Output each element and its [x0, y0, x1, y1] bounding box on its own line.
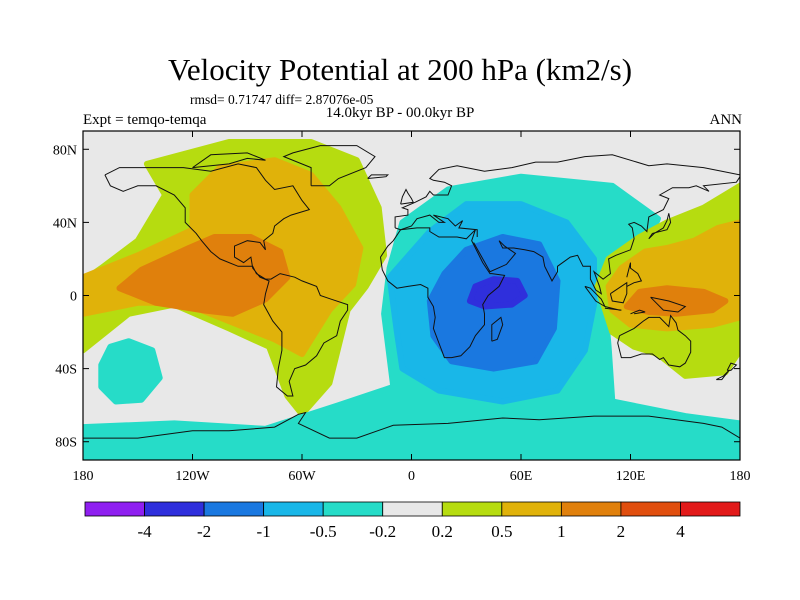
region-caribbean-maximum	[116, 234, 291, 317]
colorbar-swatch	[144, 501, 205, 517]
coastlines	[83, 145, 740, 439]
colorbar-swatch	[501, 501, 562, 517]
lon-tick-label: 120E	[616, 469, 646, 484]
lon-tick-label: 60W	[288, 469, 316, 484]
coastline-segment	[609, 281, 628, 304]
stats-text: rmsd= 0.71747 diff= 2.87076e-05	[190, 92, 374, 107]
colorbar-label: 4	[676, 522, 685, 541]
colorbar-label: -0.2	[369, 522, 396, 541]
contour-fields	[83, 131, 740, 460]
lon-tick-label: 60E	[510, 469, 533, 484]
coastline-segment	[192, 152, 266, 169]
coastline-segment	[650, 296, 687, 313]
lat-tick-label: 80N	[53, 143, 77, 158]
colorbar-label: -2	[197, 522, 211, 541]
coastline-segment	[648, 213, 672, 240]
lon-tick-label: 180	[730, 469, 751, 484]
season-label: ANN	[709, 112, 743, 128]
region-maritime-continent-maximum	[623, 285, 729, 317]
coastline-segment	[83, 411, 740, 439]
coastline-segment	[394, 154, 740, 228]
colorbar-label: -0.5	[310, 522, 337, 541]
coastline-segment	[104, 163, 349, 397]
coastline-segment	[716, 370, 730, 381]
colorbar-label: -4	[137, 522, 152, 541]
coastline-segment	[400, 188, 415, 205]
lon-tick-label: 0	[408, 469, 415, 484]
colorbar-swatch	[560, 501, 622, 517]
coastline-segment	[617, 314, 692, 368]
lat-tick-label: 80S	[55, 436, 77, 451]
colorbar-swatch	[84, 501, 145, 517]
plot-subtitle: 14.0kyr BP - 00.0kyr BP	[325, 105, 475, 121]
colorbar-swatch	[263, 501, 324, 517]
colorbar-label: 1	[557, 522, 566, 541]
coastline-segment	[473, 176, 740, 295]
coastline-segment	[630, 309, 646, 315]
coastline-segment	[626, 262, 643, 287]
colorbar-swatch	[620, 501, 681, 517]
lon-tick-label: 180	[73, 469, 94, 484]
colorbar-swatch	[203, 501, 265, 517]
colorbar-label: 0.2	[432, 522, 453, 541]
colorbar-label: 0.5	[491, 522, 512, 541]
axis-ticks: 180 120W 60W 0 60E 120E 180 80N 40N 0 40S 80S	[53, 131, 751, 484]
coastline-segment	[282, 145, 376, 187]
coastline-segment	[380, 227, 506, 359]
region-arabian-sea-minimum	[466, 276, 528, 310]
lat-tick-label: 40S	[55, 363, 77, 378]
colorbar-label: 2	[617, 522, 626, 541]
lon-tick-label: 120W	[175, 469, 210, 484]
colorbar-swatch	[680, 501, 741, 517]
experiment-label: Expt = temqo-temqa	[83, 112, 207, 128]
colorbar-swatch	[441, 501, 503, 517]
coastline-segment	[491, 316, 504, 342]
lat-tick-label: 40N	[53, 216, 77, 231]
coastline-segment	[394, 214, 478, 237]
lat-tick-label: 0	[70, 290, 77, 305]
colorbar-swatch	[382, 501, 443, 517]
region-south-pacific-negative	[98, 338, 163, 405]
plot-title: Velocity Potential at 200 hPa (km2/s)	[167, 52, 633, 87]
colorbar: -4 -2 -1 -0.5 -0.2 0.2 0.5 1 2 4	[84, 501, 741, 541]
colorbar-label: -1	[257, 522, 271, 541]
coastline-segment	[584, 285, 607, 308]
colorbar-swatch	[322, 501, 384, 517]
coastline-segment	[726, 362, 738, 371]
coastline-segment	[604, 306, 622, 311]
coastline-segment	[367, 174, 390, 179]
